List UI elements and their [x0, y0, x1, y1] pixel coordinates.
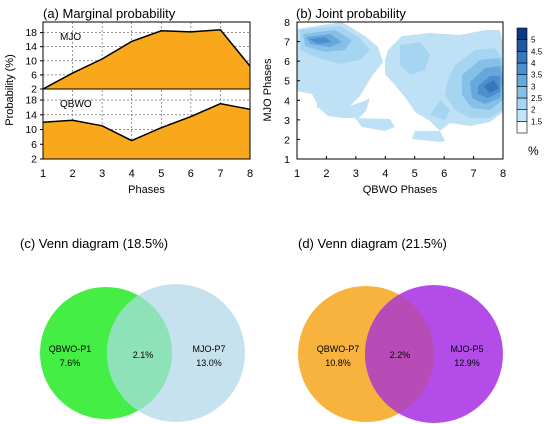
x-tick-label: 4	[129, 168, 135, 180]
venn-c-right-value: 13.0%	[196, 358, 222, 368]
colorbar-swatch	[516, 97, 528, 110]
y-tick-label: 6	[31, 139, 37, 151]
panel-b-x-axis-label: QBWO Phases	[363, 184, 438, 196]
panel-a-title: (a) Marginal probability	[43, 6, 176, 21]
x-tick-label: 2	[323, 168, 329, 180]
contour-level-2-5	[430, 100, 450, 120]
venn-c-left-value: 7.6%	[60, 358, 81, 368]
contour-level-4-5	[484, 80, 499, 93]
x-tick-label: 6	[441, 168, 447, 180]
venn-d-right-label: MJO-P5	[450, 344, 483, 354]
y-tick-label: 6	[31, 69, 37, 81]
venn-d-left-label: QBWO-P7	[317, 344, 360, 354]
y-tick-label: 4	[284, 95, 290, 107]
mjo-series-label: MJO	[60, 32, 81, 43]
x-tick-label: 3	[353, 168, 359, 180]
y-tick-label: 10	[25, 55, 37, 67]
colorbar-label: 4	[531, 59, 536, 68]
mjo-area	[43, 29, 250, 89]
colorbar-swatch	[516, 39, 528, 52]
colorbar-swatch	[516, 86, 528, 99]
contour-level-4	[309, 37, 331, 44]
y-tick-label: 6	[284, 56, 290, 68]
colorbar-swatch	[516, 62, 528, 75]
colorbar-label: 5	[531, 36, 536, 45]
colorbar-swatch	[516, 27, 528, 40]
panel-b-frame	[296, 21, 504, 160]
colorbar-label: 4.5	[531, 47, 543, 56]
panel-b-joint-probability: (b) Joint probability 1 2 3 4 5 6 7 8	[262, 6, 543, 196]
panel-a-x-tick-labels: 1 2 3 4 5 6 7 8	[40, 168, 253, 180]
y-tick-label: 1	[284, 154, 290, 166]
y-tick-label: 5	[284, 76, 290, 88]
colorbar-swatch	[516, 109, 528, 122]
x-tick-label: 1	[294, 168, 300, 180]
panel-a-marginal-probability: (a) Marginal probability MJO QBWO 261014…	[4, 6, 253, 196]
colorbar-label: 1.5	[531, 117, 543, 126]
y-tick-label: 7	[284, 37, 290, 49]
y-tick-label: 8	[284, 17, 290, 29]
x-tick-label: 8	[247, 168, 253, 180]
qbwo-series-label: QBWO	[60, 99, 92, 110]
x-tick-label: 5	[412, 168, 418, 180]
panel-b-title: (b) Joint probability	[296, 6, 406, 21]
qbwo-area	[43, 103, 250, 159]
y-tick-label: 14	[25, 41, 37, 53]
panel-b-y-tick-labels: 1 2 3 4 5 6 7 8	[284, 17, 300, 166]
venn-c-overlap	[107, 295, 172, 411]
panel-a-frame	[42, 21, 251, 160]
venn-d-overlap-value: 2.2%	[390, 350, 411, 360]
panel-c-title: (c) Venn diagram (18.5%)	[20, 236, 168, 251]
venn-d-left-value: 10.8%	[325, 358, 351, 368]
x-tick-label: 4	[382, 168, 388, 180]
y-tick-label: 10	[25, 124, 37, 136]
panel-b-y-axis-label: MJO Phases	[262, 58, 274, 121]
y-tick-label: 2	[31, 84, 37, 96]
y-tick-label: 2	[31, 154, 37, 166]
mjo-line	[42, 29, 251, 90]
contour-level-2	[355, 118, 395, 131]
colorbar-unit: %	[528, 144, 539, 158]
panel-a-y-axis-label: Probability (%)	[4, 54, 16, 126]
qbwo-line	[42, 102, 251, 142]
colorbar-swatch	[516, 74, 528, 87]
y-tick-label: 14	[25, 109, 37, 121]
y-tick-label: 3	[284, 115, 290, 127]
colorbar-label: 3	[531, 82, 536, 91]
contour-level-2	[317, 99, 341, 108]
y-tick-label: 18	[25, 27, 37, 39]
venn-c-left-label: QBWO-P1	[49, 344, 92, 354]
venn-d-overlap	[364, 294, 435, 414]
venn-c-overlap-value: 2.1%	[133, 350, 154, 360]
panel-c-venn-diagram: (c) Venn diagram (18.5%) QBWO-P1 7.6% 2.…	[20, 236, 245, 422]
panel-d-title: (d) Venn diagram (21.5%)	[298, 236, 447, 251]
x-tick-label: 1	[40, 168, 46, 180]
x-tick-label: 7	[471, 168, 477, 180]
colorbar-label: 3.5	[531, 71, 543, 80]
venn-c-right-label: MJO-P7	[192, 344, 225, 354]
joint-probability-contours	[297, 22, 503, 142]
x-tick-label: 6	[188, 168, 194, 180]
x-tick-label: 8	[500, 168, 506, 180]
panel-d-venn-diagram: (d) Venn diagram (21.5%) QBWO-P7 10.8% 2…	[298, 236, 503, 423]
colorbar-label: 2	[531, 106, 536, 115]
contour-level-2-5	[400, 42, 430, 75]
panel-b-x-tick-labels: 1 2 3 4 5 6 7 8	[294, 156, 506, 180]
x-tick-label: 3	[99, 168, 105, 180]
panel-a-x-axis-label: Phases	[128, 184, 165, 196]
colorbar-swatch	[516, 121, 528, 134]
colorbar-label: 2.5	[531, 94, 543, 103]
venn-d-right-value: 12.9%	[454, 358, 480, 368]
x-tick-label: 7	[217, 168, 223, 180]
colorbar: 1.5 2 2.5 3 3.5 4 4.5 5	[516, 27, 543, 134]
y-tick-label: 2	[284, 134, 290, 146]
x-tick-label: 5	[158, 168, 164, 180]
x-tick-label: 2	[70, 168, 76, 180]
y-tick-label: 18	[25, 95, 37, 107]
colorbar-swatch	[516, 51, 528, 64]
